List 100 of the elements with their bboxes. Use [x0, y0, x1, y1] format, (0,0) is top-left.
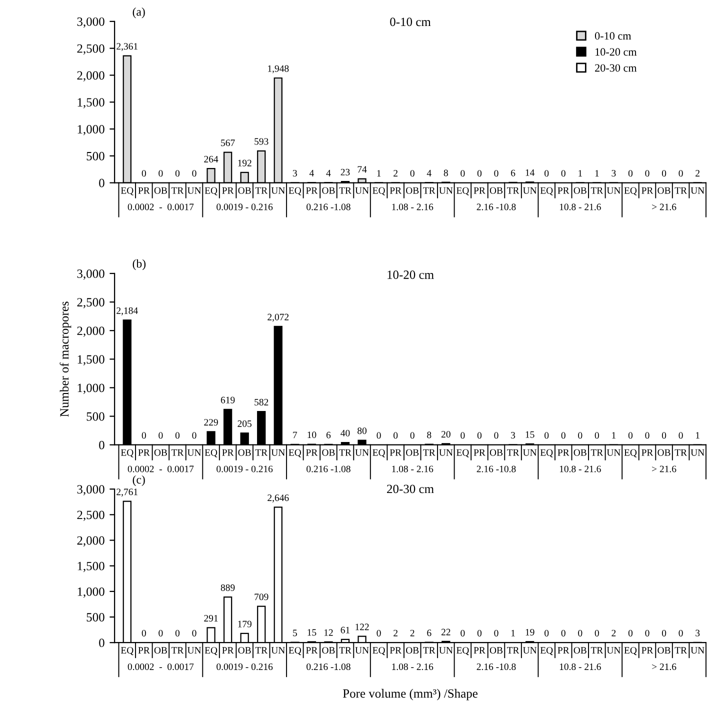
data-label: 0	[142, 170, 146, 177]
data-label: 2,361	[116, 43, 138, 52]
data-label: 582	[254, 398, 268, 406]
x-tick-label: OB	[238, 449, 251, 456]
x-tick-label: UN	[439, 187, 453, 194]
data-label: 0	[678, 170, 683, 177]
x-tick-label: OB	[154, 187, 167, 194]
data-label: 0	[645, 630, 650, 636]
data-label: 0	[142, 630, 146, 636]
data-label: 205	[238, 420, 252, 427]
x-tick-label: UN	[187, 449, 202, 456]
y-tick-label: 2,000	[77, 536, 104, 547]
data-label: 0	[578, 630, 582, 636]
x-tick-label: TR	[255, 187, 268, 194]
x-tick-label: PR	[642, 647, 654, 654]
data-label: 0	[662, 170, 666, 177]
x-tick-label: UN	[690, 449, 704, 456]
x-tick-label: UN	[439, 647, 453, 654]
data-label: 3	[612, 170, 616, 176]
x-tick-label: EQ	[288, 647, 302, 656]
chart-title: 0-10 cm	[390, 18, 431, 26]
data-label: 2	[410, 630, 414, 636]
x-tick-label: UN	[522, 647, 537, 654]
x-tick-label: EQ	[120, 449, 134, 458]
x-tick-label: PR	[138, 449, 150, 456]
x-tick-label: OB	[574, 449, 586, 456]
x-tick-label: EQ	[204, 449, 218, 458]
data-label: 8	[427, 432, 432, 438]
data-label: 0	[628, 432, 633, 439]
y-tick-label: 500	[86, 412, 104, 421]
x-tick-label: PR	[558, 647, 570, 654]
data-label: 1	[578, 170, 582, 176]
x-tick-label: EQ	[456, 647, 470, 656]
x-tick-label: PR	[474, 187, 486, 194]
data-label: 2	[612, 630, 616, 636]
x-tick-label: EQ	[372, 647, 386, 656]
x-tick-label: TR	[255, 647, 268, 654]
data-label: 0	[175, 432, 180, 439]
text: 0.0019 - 0.216	[216, 204, 273, 210]
x-tick-label: EQ	[540, 647, 553, 656]
data-label: 1	[612, 432, 616, 439]
x-tick-label: TR	[171, 187, 184, 194]
y-tick-label: 1,500	[78, 98, 104, 108]
x-tick-label: OB	[322, 449, 335, 456]
text: 0.0019 - 0.216	[216, 466, 273, 472]
chart-title: 10-20 cm	[388, 270, 434, 279]
data-label: 1,948	[268, 65, 289, 74]
x-tick-label: TR	[339, 187, 352, 194]
y-tick-label: 2,500	[77, 298, 104, 308]
data-label: 4	[326, 170, 331, 176]
data-label: 0	[175, 170, 180, 177]
x-tick-label: EQ	[204, 647, 218, 656]
data-label: 567	[221, 140, 235, 146]
text: (a)	[132, 7, 145, 18]
y-tick-label: 0	[99, 638, 104, 648]
x-tick-label: EQ	[540, 187, 553, 196]
y-tick-label: 3,000	[77, 485, 104, 496]
x-tick-label: TR	[506, 449, 520, 456]
y-tick-label: 2,500	[77, 44, 104, 55]
data-label: 2,072	[268, 314, 289, 322]
x-tick-label: EQ	[540, 449, 553, 458]
y-tick-label: 1,500	[78, 562, 104, 572]
data-label: 0	[544, 170, 549, 177]
x-tick-label: PR	[306, 449, 318, 456]
data-label: 23	[340, 168, 350, 176]
x-tick-label: PR	[222, 449, 234, 456]
data-label: 15	[526, 431, 534, 438]
y-tick-label: 500	[86, 613, 104, 622]
data-label: 0	[175, 630, 180, 636]
text: 0.216 -1.08	[306, 663, 350, 670]
x-tick-label: EQ	[372, 449, 386, 458]
data-label: 80	[358, 428, 367, 434]
data-label: 40	[340, 430, 350, 436]
data-label: 15	[308, 629, 316, 636]
y-tick-label: 2,500	[77, 510, 104, 521]
data-label: 0	[192, 630, 196, 636]
x-tick-label: UN	[439, 449, 453, 456]
data-label: 0	[394, 432, 398, 439]
data-label: 4	[309, 170, 314, 176]
x-tick-label: UN	[187, 187, 202, 194]
text: (c)	[132, 475, 145, 486]
x-tick-label: PR	[474, 449, 486, 456]
data-label: 0	[494, 170, 498, 177]
x-tick-label: UN	[522, 449, 537, 456]
data-label: 2,184	[116, 307, 138, 316]
x-tick-label: OB	[406, 647, 419, 654]
data-label: 0	[192, 170, 196, 177]
data-label: 61	[340, 626, 350, 634]
data-label: 0	[460, 432, 465, 439]
y-tick-label: 1,000	[78, 125, 104, 136]
text: 1.08 - 2.16	[392, 466, 434, 472]
data-label: 0	[477, 630, 482, 636]
data-label: 2,646	[268, 494, 289, 502]
data-label: 20	[441, 430, 450, 438]
x-tick-label: OB	[406, 449, 419, 456]
text: 0.0002 - 0.0017	[128, 663, 194, 670]
data-label: 0	[594, 630, 599, 636]
x-tick-label: OB	[238, 647, 251, 654]
data-label: 264	[204, 156, 218, 162]
x-tick-label: TR	[255, 449, 268, 456]
